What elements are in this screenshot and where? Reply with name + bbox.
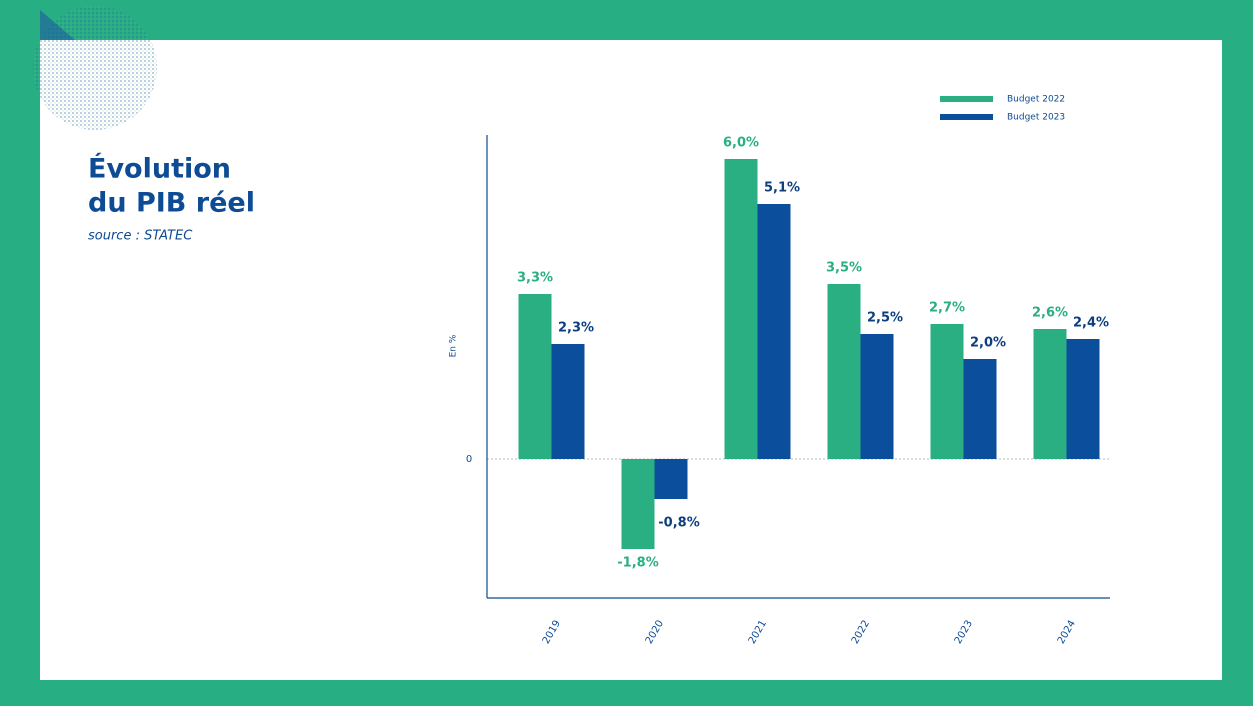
decoration: [40, 10, 75, 40]
bar: [827, 284, 861, 459]
value-label: 2,4%: [1073, 316, 1109, 331]
bar: [621, 459, 655, 549]
bar: [930, 324, 964, 459]
value-label: 2,0%: [970, 336, 1006, 351]
legend-swatch: [940, 114, 993, 120]
bar: [1033, 329, 1067, 459]
legend-label: Budget 2022: [1007, 95, 1065, 105]
title: Évolution: [88, 153, 231, 185]
y-axis-label: En %: [449, 334, 459, 357]
bar: [724, 159, 758, 459]
bar: [518, 294, 552, 459]
bar: [551, 344, 585, 459]
bar: [963, 359, 997, 459]
value-label: 5,1%: [764, 181, 800, 196]
legend-swatch: [940, 96, 993, 102]
title: du PIB réel: [88, 188, 255, 219]
value-label: 2,3%: [558, 321, 594, 336]
subtitle: source : STATEC: [88, 229, 193, 244]
bar: [654, 459, 688, 499]
value-label: 2,5%: [867, 311, 903, 326]
bar: [1066, 339, 1100, 459]
value-label: 3,5%: [826, 261, 862, 276]
value-label: -1,8%: [617, 556, 658, 571]
legend-label: Budget 2023: [1007, 113, 1065, 123]
value-label: -0,8%: [658, 516, 699, 531]
value-label: 2,7%: [929, 301, 965, 316]
bar: [860, 334, 894, 459]
value-label: 2,6%: [1032, 306, 1068, 321]
slide-background: [40, 40, 1222, 680]
value-label: 3,3%: [517, 271, 553, 286]
bar: [757, 204, 791, 459]
value-label: 6,0%: [723, 136, 759, 151]
y-tick-label: 0: [466, 454, 472, 465]
